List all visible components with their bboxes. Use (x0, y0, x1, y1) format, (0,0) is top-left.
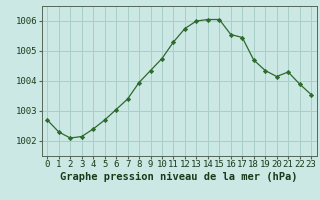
X-axis label: Graphe pression niveau de la mer (hPa): Graphe pression niveau de la mer (hPa) (60, 172, 298, 182)
